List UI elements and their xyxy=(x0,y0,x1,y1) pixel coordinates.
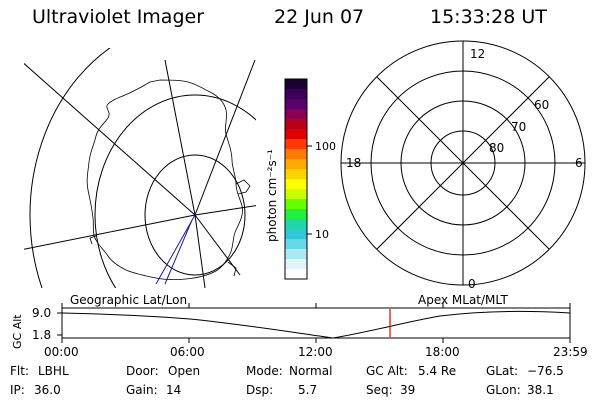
door-value: Open xyxy=(168,364,201,378)
polar-ring-60 xyxy=(370,70,556,256)
dsp-value: 5.7 xyxy=(298,383,318,397)
timeline-ymin: 1.8 xyxy=(32,328,52,342)
colorbar-swatch xyxy=(285,79,307,90)
colorbar-swatch xyxy=(285,89,307,100)
glon-label: GLon: xyxy=(486,383,521,397)
timeline-ylabel: GC Alt xyxy=(11,314,24,349)
mlt-label-0: 0 xyxy=(468,277,476,291)
mlat-label-80: 80 xyxy=(489,141,505,155)
colorbar-swatch xyxy=(285,269,307,280)
timeline-tick-0000: 00:00 xyxy=(44,345,79,359)
timeline-tick-0600: 06:00 xyxy=(170,345,205,359)
gain-label: Gain: xyxy=(126,383,158,397)
mode-label: Mode: xyxy=(246,364,283,378)
mlat-label-60: 60 xyxy=(534,98,550,112)
intensity-colorbar xyxy=(284,78,312,280)
colorbar-swatch xyxy=(285,229,307,240)
map-lat-circle-inner xyxy=(144,154,246,276)
colorbar-swatch xyxy=(285,239,307,250)
timeline-tick-1800: 18:00 xyxy=(425,345,460,359)
ground-track xyxy=(155,214,196,285)
colorbar-swatch xyxy=(285,169,307,180)
seq-label: Seq: xyxy=(366,383,393,397)
colorbar-tick-10: 10 xyxy=(315,228,329,241)
polar-diagonal xyxy=(376,76,550,250)
imager-title: Ultraviolet Imager xyxy=(32,6,205,28)
map-meridian xyxy=(194,59,256,216)
glat-value: −76.5 xyxy=(527,364,564,378)
gain-value: 14 xyxy=(166,383,182,397)
map-meridian xyxy=(164,59,196,216)
map-meridian xyxy=(24,62,196,216)
colorbar-swatch xyxy=(285,119,307,130)
dsp-label: Dsp: xyxy=(246,383,274,397)
mlt-label-12: 12 xyxy=(470,47,486,61)
mode-value: Normal xyxy=(289,364,333,378)
colorbar-swatch xyxy=(285,109,307,120)
flt-label: Flt: xyxy=(10,364,29,378)
ip-label: IP: xyxy=(10,383,25,397)
colorbar-swatch xyxy=(285,159,307,170)
timeline-left-label: Geographic Lat/Lon xyxy=(70,293,188,307)
colorbar-swatch xyxy=(285,139,307,150)
map-meridian xyxy=(194,205,256,216)
altitude-curve xyxy=(61,310,571,339)
header-date: 22 Jun 07 xyxy=(274,6,365,28)
map-meridian xyxy=(194,214,206,288)
colorbar-swatch xyxy=(285,129,307,140)
timeline-ymax: 9.0 xyxy=(32,306,52,320)
colorbar-swatch xyxy=(285,199,307,210)
colorbar-tick-100: 100 xyxy=(315,140,336,153)
map-meridian xyxy=(24,214,196,250)
colorbar-swatch xyxy=(285,209,307,220)
mlat-label-70: 70 xyxy=(511,120,527,134)
map-meridian xyxy=(194,214,241,276)
map-lat-circle-outer xyxy=(29,48,111,288)
polar-ring-50 xyxy=(340,40,586,286)
polar-ring-80 xyxy=(430,130,496,196)
colorbar-swatch xyxy=(285,179,307,190)
colorbar-swatch xyxy=(285,249,307,260)
glat-label: GLat: xyxy=(486,364,519,378)
polar-diagonal xyxy=(376,76,550,250)
ground-track xyxy=(164,219,193,285)
seq-value: 39 xyxy=(400,383,416,397)
header-time: 15:33:28 UT xyxy=(430,6,547,28)
mlt-label-18: 18 xyxy=(346,156,362,170)
timeline-ticks xyxy=(57,303,571,343)
gcalt-value: 5.4 Re xyxy=(418,364,457,378)
coastline xyxy=(86,79,243,281)
colorbar-swatch xyxy=(285,99,307,110)
colorbar-swatch xyxy=(285,259,307,270)
timeline-tick-2359: 23:59 xyxy=(553,345,588,359)
timeline-right-label: Apex MLat/MLT xyxy=(418,293,508,307)
colorbar-swatch xyxy=(285,219,307,230)
timeline-tick-1200: 12:00 xyxy=(298,345,333,359)
timeline-frame xyxy=(61,307,571,339)
colorbar-swatch xyxy=(285,149,307,160)
colorbar-swatch xyxy=(285,189,307,200)
gcalt-label: GC Alt: xyxy=(366,364,408,378)
polar-ring-70 xyxy=(400,100,526,226)
glon-value: 38.1 xyxy=(527,383,554,397)
door-label: Door: xyxy=(126,364,159,378)
mlt-label-6: 6 xyxy=(575,156,583,170)
ip-value: 36.0 xyxy=(34,383,61,397)
colorbar-unit-label: photon cm⁻²s⁻¹ xyxy=(265,149,279,242)
colorbar-frame xyxy=(284,78,308,280)
flt-value: LBHL xyxy=(38,364,69,378)
